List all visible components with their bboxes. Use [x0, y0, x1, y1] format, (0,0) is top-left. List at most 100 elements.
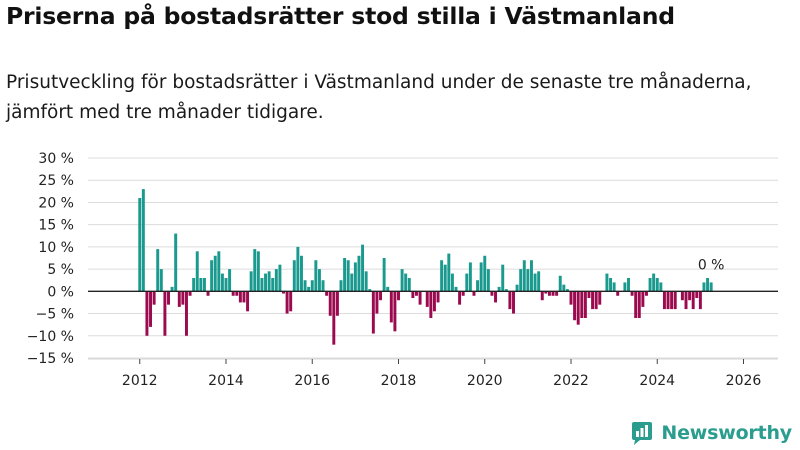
bar	[533, 273, 537, 292]
bar	[648, 278, 652, 292]
bar	[698, 291, 702, 310]
bar	[289, 291, 293, 312]
x-tick-label: 2014	[208, 373, 244, 389]
bar	[228, 269, 232, 292]
bar	[231, 291, 235, 296]
bar	[673, 291, 677, 310]
bar	[494, 291, 498, 303]
bar	[530, 260, 533, 292]
bar	[562, 284, 566, 292]
bar	[476, 280, 480, 292]
bar	[454, 286, 458, 292]
bar	[583, 291, 587, 318]
bar	[307, 286, 311, 292]
bar	[637, 291, 641, 318]
bar	[641, 291, 645, 307]
bar	[450, 273, 454, 292]
bar	[407, 278, 411, 292]
bar	[627, 278, 630, 292]
bar	[612, 282, 616, 292]
bar	[504, 289, 508, 292]
y-tick-label: −15 %	[27, 351, 74, 367]
x-tick-label: 2012	[122, 373, 158, 389]
bar	[303, 280, 307, 292]
y-tick-label: 30 %	[38, 151, 74, 167]
bar	[479, 262, 483, 292]
bar	[282, 291, 285, 294]
bar	[436, 291, 440, 303]
labels: 30 % 25 % 20 % 15 % 10 % 5 % 0 % −5 % −10 % −15 %…	[27, 151, 762, 389]
x-tick-label: 2018	[381, 373, 417, 389]
bar	[163, 291, 167, 336]
bar	[458, 291, 462, 305]
bar	[702, 282, 706, 292]
bar	[149, 291, 153, 327]
y-tick-label: 20 %	[38, 195, 74, 211]
bar	[486, 269, 490, 292]
bar	[389, 291, 393, 323]
bar	[371, 291, 375, 334]
bar	[159, 269, 163, 292]
newsworthy-logo-icon	[632, 422, 653, 445]
bar	[271, 278, 275, 292]
bar	[573, 291, 577, 321]
bar	[418, 291, 422, 305]
bar	[440, 260, 444, 292]
bar	[706, 278, 710, 292]
bar	[335, 291, 339, 316]
bar	[339, 280, 343, 292]
bar	[314, 260, 318, 292]
bar	[404, 273, 408, 292]
bar	[185, 291, 188, 336]
bar	[555, 291, 559, 296]
bar	[325, 291, 329, 296]
bar	[623, 282, 627, 292]
bar	[242, 291, 246, 303]
bar	[278, 264, 282, 292]
bar	[662, 291, 666, 310]
bar	[447, 253, 451, 292]
x-tick-label: 2022	[553, 373, 589, 389]
bar	[483, 255, 487, 292]
bar	[497, 286, 501, 292]
y-tick-label: 5 %	[47, 262, 74, 278]
bar	[569, 291, 573, 305]
bar	[411, 291, 415, 298]
bar	[213, 255, 217, 292]
bar	[659, 282, 663, 292]
bar	[594, 291, 598, 310]
x-tick-label: 2016	[294, 373, 330, 389]
bar	[540, 291, 544, 301]
bar	[393, 291, 397, 332]
bar	[400, 269, 404, 292]
bar	[296, 246, 300, 292]
bar	[379, 291, 383, 301]
bar	[346, 260, 350, 292]
y-tick-label: −5 %	[36, 307, 74, 323]
bar	[415, 291, 418, 296]
bar	[598, 291, 602, 305]
bar	[645, 291, 648, 296]
bar	[551, 291, 555, 296]
bars	[138, 189, 713, 345]
bar	[709, 282, 713, 292]
bar	[195, 251, 199, 292]
bar	[152, 291, 156, 305]
bar	[310, 280, 314, 292]
bar	[274, 269, 278, 292]
bar	[260, 278, 264, 292]
bar	[156, 249, 160, 292]
bar	[432, 291, 436, 312]
bar	[558, 275, 562, 292]
bar	[382, 258, 386, 292]
bar	[364, 271, 368, 292]
bar	[508, 291, 512, 310]
bar	[397, 291, 400, 301]
bar	[181, 291, 185, 305]
bar	[544, 291, 548, 294]
bar	[188, 291, 192, 296]
bar	[576, 291, 580, 325]
bar	[224, 278, 228, 292]
bar	[192, 278, 196, 292]
bar	[691, 291, 695, 310]
